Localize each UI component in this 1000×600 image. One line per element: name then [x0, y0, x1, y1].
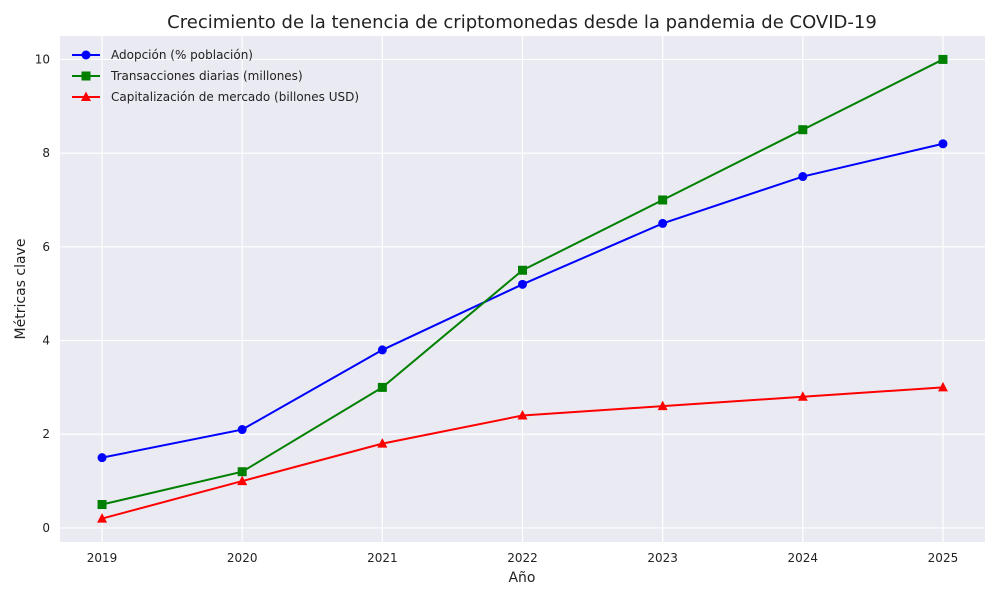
data-point — [937, 381, 948, 392]
data-point — [97, 500, 107, 510]
data-point — [377, 438, 388, 448]
y-tick-label: 6 — [42, 240, 50, 254]
series-2 — [97, 54, 948, 510]
legend-label: Transacciones diarias (millones) — [110, 69, 303, 83]
legend-marker — [81, 50, 91, 60]
data-point — [518, 279, 527, 289]
data-point — [938, 139, 948, 149]
legend-marker — [81, 91, 91, 101]
x-tick-label: 2022 — [507, 551, 538, 565]
data-point — [377, 382, 387, 392]
y-tick-label: 2 — [42, 427, 50, 441]
data-point — [938, 54, 948, 64]
data-point — [377, 345, 387, 355]
data-point — [798, 172, 808, 182]
data-point — [658, 218, 668, 228]
chart-title: Crecimiento de la tenencia de criptomone… — [167, 12, 877, 33]
y-tick-label: 0 — [42, 521, 50, 535]
data-point — [237, 425, 247, 435]
x-tick-label: 2019 — [87, 551, 118, 565]
x-tick-label: 2021 — [367, 551, 398, 565]
legend-label: Adopción (% población) — [111, 48, 253, 62]
y-tick-label: 4 — [42, 334, 50, 348]
legend-item: Adopción (% población) — [72, 48, 253, 62]
y-tick-label: 8 — [42, 146, 50, 160]
data-point — [657, 400, 668, 411]
data-point — [658, 195, 668, 205]
y-axis-ticks: 0 2 4 6 8 10 — [35, 52, 50, 535]
data-point — [517, 410, 528, 420]
series-1 — [97, 139, 948, 463]
data-point — [797, 391, 808, 401]
legend-label: Capitalización de mercado (billones USD) — [111, 90, 359, 104]
y-axis-label: Métricas clave — [13, 239, 29, 340]
series-3 — [97, 381, 948, 523]
x-tick-label: 2020 — [227, 551, 258, 565]
x-tick-label: 2024 — [788, 551, 819, 565]
legend-item: Transacciones diarias (millones) — [72, 69, 303, 83]
legend: Adopción (% población) Transacciones diar… — [72, 48, 359, 104]
x-tick-label: 2025 — [928, 551, 959, 565]
x-tick-label: 2023 — [647, 551, 678, 565]
data-point — [97, 513, 108, 523]
legend-marker — [81, 71, 91, 81]
data-point — [97, 453, 107, 463]
series-layer — [97, 54, 948, 523]
x-axis-ticks: 2019 2020 2021 2022 2023 2024 2025 — [87, 551, 958, 565]
legend-item: Capitalización de mercado (billones USD) — [72, 90, 359, 104]
data-point — [237, 475, 248, 486]
x-axis-label: Año — [508, 570, 535, 586]
data-point — [798, 125, 808, 135]
y-tick-label: 10 — [35, 52, 50, 66]
data-point — [237, 467, 247, 477]
data-point — [518, 265, 527, 275]
